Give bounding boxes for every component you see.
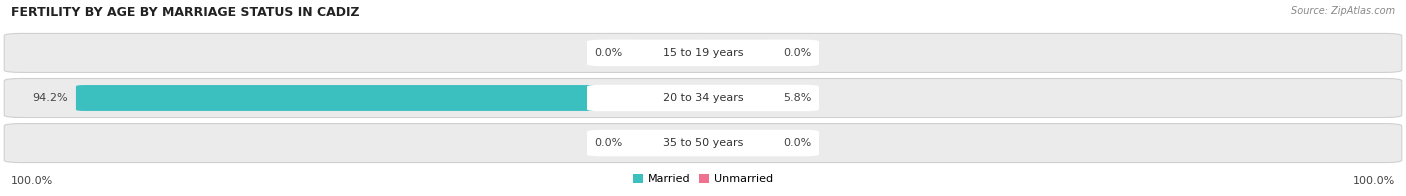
Text: 0.0%: 0.0% <box>783 48 811 58</box>
Legend: Married, Unmarried: Married, Unmarried <box>628 169 778 189</box>
FancyBboxPatch shape <box>4 124 1402 163</box>
FancyBboxPatch shape <box>631 40 711 66</box>
Text: FERTILITY BY AGE BY MARRIAGE STATUS IN CADIZ: FERTILITY BY AGE BY MARRIAGE STATUS IN C… <box>11 6 360 19</box>
FancyBboxPatch shape <box>695 40 775 66</box>
FancyBboxPatch shape <box>631 130 711 156</box>
FancyBboxPatch shape <box>588 85 818 111</box>
Text: 20 to 34 years: 20 to 34 years <box>662 93 744 103</box>
Text: 100.0%: 100.0% <box>1353 176 1395 186</box>
Text: 5.8%: 5.8% <box>783 93 811 103</box>
FancyBboxPatch shape <box>4 34 1402 73</box>
Text: 0.0%: 0.0% <box>783 138 811 148</box>
FancyBboxPatch shape <box>76 85 711 111</box>
Text: 15 to 19 years: 15 to 19 years <box>662 48 744 58</box>
Text: 0.0%: 0.0% <box>595 48 623 58</box>
Text: 35 to 50 years: 35 to 50 years <box>662 138 744 148</box>
Text: 0.0%: 0.0% <box>595 138 623 148</box>
FancyBboxPatch shape <box>588 40 818 66</box>
Text: Source: ZipAtlas.com: Source: ZipAtlas.com <box>1291 6 1395 16</box>
FancyBboxPatch shape <box>695 130 775 156</box>
FancyBboxPatch shape <box>588 130 818 156</box>
FancyBboxPatch shape <box>4 79 1402 118</box>
FancyBboxPatch shape <box>695 85 775 111</box>
Text: 94.2%: 94.2% <box>32 93 67 103</box>
Text: 100.0%: 100.0% <box>11 176 53 186</box>
